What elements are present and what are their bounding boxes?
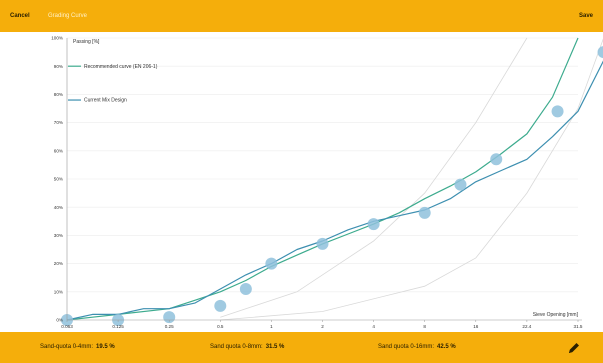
sand-quota-8mm-value: 31.5 % — [265, 344, 285, 350]
top-toolbar: Cancel Grading Curve Save — [0, 0, 603, 32]
data-point-marker[interactable] — [490, 153, 503, 166]
save-button[interactable]: Save — [579, 0, 593, 32]
sand-quota-16mm-label: Sand quota 0-16mm: — [378, 344, 435, 350]
data-point-marker[interactable] — [418, 206, 431, 219]
y-tick-label: 0% — [56, 318, 63, 323]
x-tick-label: 0.063 — [61, 324, 73, 329]
edit-button[interactable] — [567, 341, 581, 355]
limit-curve-lower — [220, 38, 603, 321]
y-tick-label: 40% — [54, 205, 63, 210]
x-tick-label: 4 — [372, 324, 375, 329]
x-tick-label: 1 — [270, 324, 273, 329]
x-tick-label: 16 — [473, 324, 479, 329]
x-tick-label: 0.25 — [165, 324, 174, 329]
sand-quota-4mm: Sand-quota 0-4mm: 19.5 % — [40, 332, 115, 363]
pencil-icon — [569, 343, 579, 353]
grading-chart-container: 0% 10% 20% 30% 40% 50% 60% 70% 80% 90% 100% 0.063 0.… — [0, 32, 603, 332]
y-tick-label: 90% — [54, 64, 63, 69]
x-tick-label: 0.5 — [217, 324, 224, 329]
sand-quota-16mm: Sand quota 0-16mm: 42.5 % — [378, 332, 456, 363]
y-tick-label: 10% — [54, 289, 63, 294]
y-tick-label: 60% — [54, 148, 63, 153]
limit-curve-upper — [220, 37, 528, 318]
y-tick-label: 70% — [54, 120, 63, 125]
data-point-marker[interactable] — [454, 178, 467, 191]
sand-quota-16mm-value: 42.5 % — [437, 344, 456, 350]
y-tick-label: 50% — [54, 177, 63, 182]
y-axis-title: Passing [%] — [73, 39, 100, 45]
data-point-marker[interactable] — [597, 46, 603, 59]
cancel-button[interactable]: Cancel — [10, 0, 30, 32]
sand-quota-4mm-value: 19.5 % — [96, 344, 115, 350]
grading-chart: 0% 10% 20% 30% 40% 50% 60% 70% 80% 90% 100% 0.063 0.… — [51, 36, 603, 329]
x-tick-label: 8 — [423, 324, 426, 329]
tab-grading-curve[interactable]: Grading Curve — [48, 0, 87, 32]
series-line-1 — [66, 60, 603, 321]
x-axis-title: Sieve Opening [mm] — [533, 312, 579, 318]
legend-label: Recommended curve (EN 206-1) — [84, 64, 158, 70]
bottom-stats-bar: Sand-quota 0-4mm: 19.5 % Sand quota 0-8mm… — [0, 332, 603, 363]
y-tick-label: 100% — [51, 36, 63, 41]
data-point-marker[interactable] — [316, 237, 329, 250]
x-tick-label: 22.4 — [522, 324, 531, 329]
x-tick-label: 0.125 — [112, 324, 124, 329]
legend-label: Current Mix Design — [84, 98, 127, 104]
data-point-marker[interactable] — [367, 218, 380, 231]
data-point-marker[interactable] — [551, 105, 564, 118]
sand-quota-8mm-label: Sand quota 0-8mm: — [210, 344, 263, 350]
data-point-marker[interactable] — [265, 257, 278, 270]
y-tick-label: 80% — [54, 92, 63, 97]
x-tick-label: 2 — [321, 324, 324, 329]
sand-quota-8mm: Sand quota 0-8mm: 31.5 % — [210, 332, 284, 363]
data-point-marker[interactable] — [239, 282, 252, 295]
data-point-marker[interactable] — [214, 299, 227, 312]
x-tick-label: 31.5 — [574, 324, 583, 329]
y-tick-label: 20% — [54, 261, 63, 266]
y-tick-label: 30% — [54, 233, 63, 238]
sand-quota-4mm-label: Sand-quota 0-4mm: — [40, 344, 94, 350]
